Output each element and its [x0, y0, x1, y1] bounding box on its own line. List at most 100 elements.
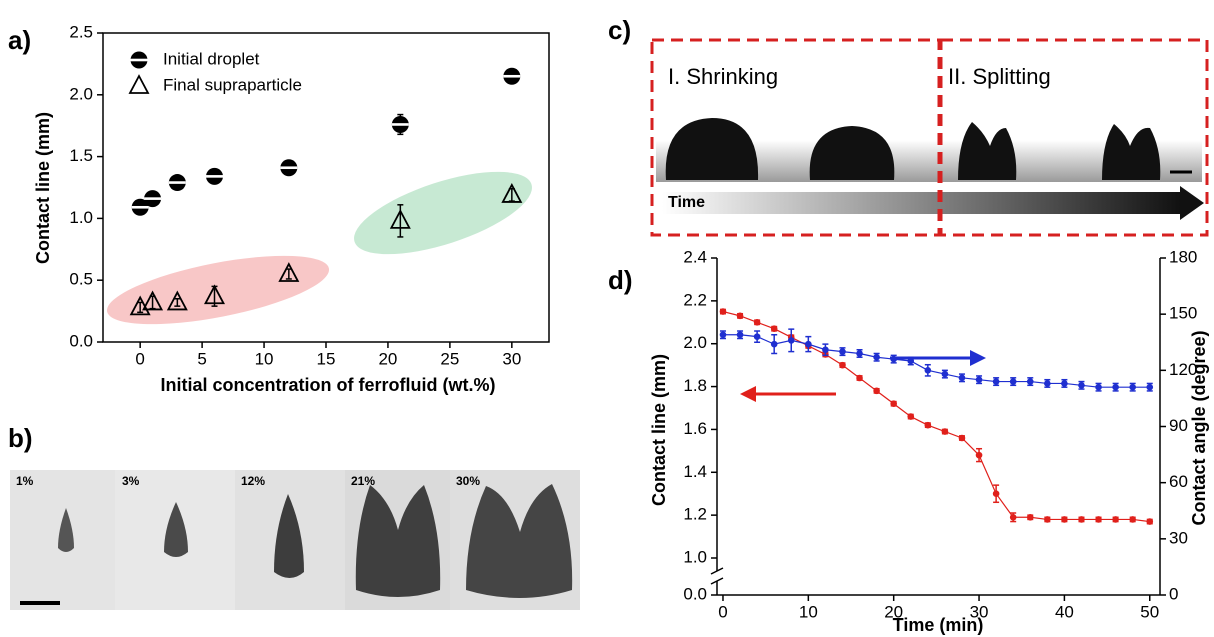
stage-label: I. Shrinking	[668, 64, 778, 89]
data-point	[131, 198, 149, 216]
y-axis-label: Contact line (mm)	[33, 112, 53, 264]
marker-band	[131, 205, 149, 209]
y-tick-label: 1.4	[683, 462, 707, 481]
y-tick-label: 1.2	[683, 505, 707, 524]
x-tick-label: 5	[197, 349, 206, 368]
legend-marker	[130, 51, 148, 69]
data-point	[890, 400, 897, 408]
x-tick-label: 0	[135, 349, 144, 368]
x-tick-label: 40	[1055, 602, 1074, 621]
data-point	[1061, 516, 1068, 523]
data-point	[1146, 383, 1154, 391]
data-point	[1095, 383, 1102, 391]
photo-label: 21%	[351, 474, 375, 488]
data-point	[503, 67, 521, 85]
y-axis-label: Contact line (mm)	[649, 354, 669, 506]
data-point	[1009, 378, 1017, 385]
droplet	[1102, 124, 1161, 180]
axis-break	[710, 567, 724, 575]
particle	[164, 502, 188, 557]
data-point	[907, 413, 915, 420]
data-point	[770, 340, 778, 348]
y-tick-label: 1.0	[69, 208, 93, 227]
data-point	[389, 208, 411, 229]
y2-tick-label: 120	[1169, 360, 1197, 379]
data-point	[391, 115, 409, 133]
data-point	[1129, 383, 1136, 391]
data-point	[856, 350, 863, 357]
data-point	[822, 346, 829, 354]
particle	[355, 485, 441, 597]
y-tick-label: 1.0	[683, 547, 707, 566]
y2-tick-label: 180	[1169, 247, 1197, 266]
time-arrow-head	[1180, 186, 1204, 220]
data-point	[206, 167, 223, 185]
panel-label: d)	[608, 265, 633, 295]
data-point	[280, 159, 298, 177]
y-tick-label: 0.0	[683, 584, 707, 603]
data-point	[958, 434, 966, 442]
particle	[274, 494, 304, 578]
axis-break	[710, 577, 724, 585]
data-point	[753, 333, 761, 340]
x-tick-label: 15	[317, 349, 336, 368]
data-point	[839, 361, 846, 369]
data-point	[1044, 516, 1051, 523]
data-point	[166, 290, 188, 311]
y-tick-label: 2.0	[69, 84, 93, 103]
x-tick-label: 10	[799, 602, 818, 621]
photo-strip: 1% 3% 12% 21% 30%	[10, 470, 580, 610]
y2-axis-label: Contact angle (degree)	[1189, 330, 1209, 525]
data-point	[975, 376, 983, 383]
data-point	[941, 428, 949, 435]
data-point	[719, 308, 727, 315]
stage-label: II. Splitting	[948, 64, 1051, 89]
photo-label: 30%	[456, 474, 480, 488]
series-line	[722, 334, 1150, 388]
data-point	[958, 374, 966, 382]
data-point	[856, 374, 863, 382]
time-arrow	[662, 192, 1180, 214]
legend-label: Initial droplet	[163, 49, 260, 68]
data-point	[1009, 513, 1017, 521]
marker-band	[144, 197, 162, 200]
photo-label: 12%	[241, 474, 265, 488]
data-point	[839, 348, 846, 355]
x-tick-label: 30	[502, 349, 521, 368]
marker-band	[206, 175, 223, 178]
data-point	[1112, 516, 1119, 523]
data-point	[890, 355, 897, 363]
marker-band	[280, 166, 298, 170]
y-tick-label: 2.5	[69, 22, 93, 41]
data-point	[168, 174, 186, 192]
data-point	[975, 451, 983, 459]
droplet	[958, 122, 1017, 180]
marker-band	[130, 58, 148, 62]
marker-band	[391, 123, 409, 126]
data-point	[873, 353, 880, 361]
data-point	[278, 262, 300, 282]
arrow-label: Time	[668, 194, 705, 211]
data-point	[204, 284, 225, 305]
data-point	[805, 340, 812, 348]
panel-label: a)	[8, 25, 31, 55]
x-tick-label: 0	[718, 602, 727, 621]
data-point	[941, 370, 949, 378]
y-tick-label: 2.2	[683, 290, 707, 309]
data-point	[736, 312, 744, 320]
panel-label: b)	[8, 423, 33, 453]
y-tick-label: 0.5	[69, 270, 93, 289]
marker-band	[503, 74, 521, 78]
y-tick-label: 1.5	[69, 146, 93, 165]
data-point	[770, 325, 778, 333]
y-tick-label: 2.4	[683, 247, 707, 266]
data-point	[992, 490, 1000, 498]
highlight	[354, 171, 532, 255]
highlight	[106, 255, 330, 325]
data-point	[1044, 380, 1051, 387]
axis-arrow-head	[970, 350, 986, 366]
y-tick-label: 0.0	[69, 331, 93, 350]
photo-label: 1%	[16, 474, 34, 488]
